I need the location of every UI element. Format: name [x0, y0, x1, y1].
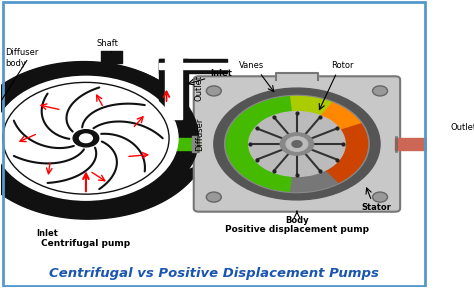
Text: Inlet: Inlet — [36, 229, 58, 238]
Polygon shape — [0, 62, 203, 219]
FancyBboxPatch shape — [194, 76, 400, 212]
Polygon shape — [101, 51, 122, 62]
Circle shape — [0, 62, 199, 214]
Polygon shape — [159, 62, 231, 69]
Text: Positive displacement pump: Positive displacement pump — [225, 225, 369, 234]
Wedge shape — [297, 124, 367, 183]
Polygon shape — [159, 59, 188, 119]
Text: Centrifugal vs Positive Displacement Pumps: Centrifugal vs Positive Displacement Pum… — [49, 267, 379, 280]
Circle shape — [0, 76, 178, 200]
Polygon shape — [192, 136, 195, 152]
Circle shape — [73, 130, 99, 147]
Text: Diffuser
body: Diffuser body — [5, 48, 38, 68]
Polygon shape — [276, 73, 318, 80]
Circle shape — [206, 192, 221, 202]
Circle shape — [0, 77, 177, 199]
Text: Centrifugal pump: Centrifugal pump — [41, 239, 130, 248]
Polygon shape — [395, 138, 438, 150]
Polygon shape — [156, 138, 199, 150]
Text: Stator: Stator — [361, 203, 391, 212]
Polygon shape — [165, 56, 182, 119]
Text: Vanes: Vanes — [238, 61, 264, 70]
Circle shape — [225, 95, 369, 193]
Circle shape — [280, 133, 314, 155]
Polygon shape — [438, 141, 448, 147]
Circle shape — [286, 137, 308, 151]
Wedge shape — [291, 96, 332, 144]
Text: Outlet: Outlet — [450, 123, 474, 132]
Circle shape — [373, 192, 388, 202]
Text: Diffuser: Diffuser — [195, 117, 204, 151]
Polygon shape — [159, 59, 227, 73]
Circle shape — [249, 111, 345, 177]
Wedge shape — [291, 144, 337, 192]
Text: Body: Body — [285, 215, 309, 225]
Circle shape — [373, 86, 388, 96]
Text: Inlet: Inlet — [210, 69, 232, 78]
Polygon shape — [195, 136, 198, 152]
Text: Shaft: Shaft — [96, 39, 118, 48]
Circle shape — [292, 141, 302, 147]
Wedge shape — [297, 103, 361, 144]
Text: Rotor: Rotor — [331, 61, 354, 70]
Circle shape — [214, 88, 380, 200]
Circle shape — [206, 86, 221, 96]
Wedge shape — [226, 97, 297, 191]
Text: Outlet: Outlet — [195, 75, 204, 101]
Circle shape — [80, 134, 92, 143]
